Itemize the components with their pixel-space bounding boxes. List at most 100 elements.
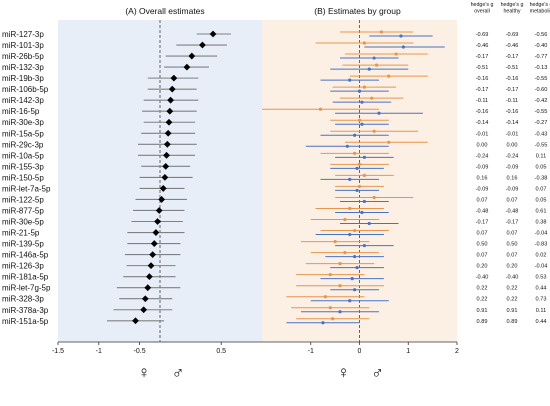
metabolic-estimate-point [360,100,364,104]
hedges-g-value: 0.38 [536,220,547,226]
hedges-g-value: 0.16 [477,175,488,181]
hedges-g-value: -0.09 [476,186,489,192]
row-label: miR-126-3p [2,262,44,271]
metabolic-estimate-point [362,155,366,159]
hedges-g-value: 0.07 [507,253,518,259]
panel-b-by-group: (B) Estimates by group -1 0 1 2 ♀ ♂ [262,6,459,382]
hedges-g-value: 0.20 [507,264,518,270]
row-label: miR-127-3p [2,30,44,39]
overall-estimate-diamond [132,317,139,325]
metabolic-estimate-point [399,34,403,38]
panel-b-title: (B) Estimates by group [314,6,401,16]
row-label: miR-16-5p [2,107,40,116]
healthy-estimate-point [379,30,384,34]
healthy-estimate-point [357,184,362,189]
panel-b-tick-label: 1 [406,348,410,355]
overall-estimate-diamond [163,140,171,148]
metabolic-estimate-point [367,221,371,226]
hedges-g-value: 0.50 [507,242,518,248]
overall-estimate-diamond [167,96,175,104]
row-label: miR-142-3p [2,96,44,105]
overall-estimate-diamond [149,251,157,258]
hedges-g-value: -0.17 [476,87,489,93]
hedges-g-value: 0.07 [536,186,547,192]
hedges-g-value: -0.24 [506,153,519,159]
row-label: miR-let-7g-5p [2,284,51,293]
hedges-g-value: 0.05 [536,197,547,203]
overall-estimate-diamond [154,218,161,225]
healthy-estimate-point [318,107,323,111]
hedges-g-value: -0.56 [535,32,548,38]
hedges-g-value: -0.51 [506,65,519,71]
metabolic-estimate-point [348,299,352,303]
hedges-g-value: -0.51 [476,65,489,71]
hedges-g-value: 0.00 [507,142,518,148]
panel-b-tick-label: 2 [455,348,459,355]
hedges-g-value: -0.13 [535,65,548,71]
hedges-g-value: -0.42 [535,98,548,104]
metabolic-estimate-point [338,310,342,314]
hedges-g-value: -0.14 [476,120,489,126]
row-label: miR-10a-5p [2,151,44,160]
panel-a-tick-label: -1 [96,348,102,355]
hedges-g-value: -0.48 [476,208,489,214]
healthy-estimate-point [387,74,391,78]
hedges-g-value: -0.27 [535,120,548,126]
hedges-g-value: -0.60 [535,87,548,93]
overall-estimate-diamond [168,85,176,93]
row-label: miR-132-3p [2,63,44,72]
metabolic-estimate-point [377,111,381,115]
row-label: miR-146a-5p [2,251,49,260]
metabolic-estimate-point [357,89,362,93]
hedges-g-value: -0.09 [506,164,519,170]
panel-b-tick-label: -1 [308,348,314,355]
female-symbol-a: ♀ [138,363,151,382]
hedges-g-value: 0.22 [507,286,518,292]
hedges-g-value: -0.40 [476,275,489,281]
metabolic-estimate-point [360,122,364,126]
hedges-g-column-header: hedge's g overall [471,2,494,15]
hedges-g-value: -0.09 [476,164,489,170]
healthy-estimate-point [362,41,366,45]
panel-a-overall: (A) Overall estimates -1.5 -1 -0.5 0.5 miR-12… [2,6,262,382]
row-label: miR-101-3p [2,41,44,50]
male-symbol-a: ♂ [172,363,185,382]
hedges-g-value: 0.22 [507,297,518,303]
overall-estimate-diamond [199,41,206,49]
row-label: miR-30e-3p [2,118,44,127]
hedges-g-value: -0.83 [535,242,548,248]
overall-estimate-diamond [162,162,170,170]
hedges-g-value: 0.91 [477,308,488,314]
hedges-g-value: 0.07 [507,197,518,203]
hedges-g-value: -0.16 [506,109,519,115]
healthy-estimate-point [338,284,342,288]
overall-estimate-diamond [145,273,153,281]
row-label: miR-let-7a-5p [2,184,51,193]
overall-estimate-diamond [161,173,169,181]
hedges-g-value: 0.91 [507,308,518,314]
hedges-g-value: -0.69 [476,32,489,38]
healthy-estimate-point [331,317,335,321]
overall-estimate-diamond [188,52,196,60]
overall-estimate-diamond [152,229,160,236]
metabolic-estimate-point [355,188,359,193]
overall-estimate-diamond [155,207,163,214]
metabolic-estimate-point [362,199,366,204]
hedges-g-value: 0.07 [477,197,488,203]
hedges-g-value: -0.16 [476,109,489,115]
overall-estimate-diamond [147,262,155,270]
hedges-g-value: 0.11 [536,153,546,159]
hedges-g-columns: hedge's g overall hedge's g healthy hedge's … [471,2,550,325]
metabolic-estimate-point [321,321,325,325]
hedges-g-value: 0.89 [477,319,488,325]
overall-estimate-diamond [183,63,191,71]
healthy-estimate-point [353,228,357,233]
healthy-estimate-point [328,273,332,277]
healthy-estimate-point [370,96,374,100]
overall-estimate-diamond [209,30,217,38]
hedges-g-value: 0.50 [477,242,488,248]
row-label: miR-30e-5p [2,218,44,227]
hedges-g-column-header: hedge's g healthy [501,2,524,15]
panel-a-title: (A) Overall estimates [125,6,204,16]
